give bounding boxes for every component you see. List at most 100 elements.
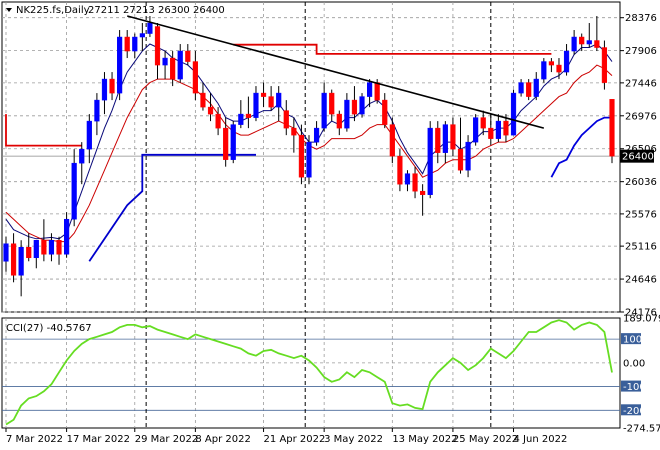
candle xyxy=(435,121,441,164)
candle xyxy=(495,114,501,143)
candle xyxy=(533,72,539,101)
candle xyxy=(541,58,547,83)
candle-body xyxy=(162,57,168,66)
y-tick-label: 25576 xyxy=(625,209,657,220)
candle xyxy=(41,219,47,262)
candle xyxy=(162,51,168,80)
candle xyxy=(253,86,259,122)
candle xyxy=(473,114,479,146)
y-tick-label: 28376 xyxy=(625,13,657,24)
candle-body xyxy=(541,61,547,80)
candle-body xyxy=(510,92,517,136)
candle-body xyxy=(223,127,229,160)
candle-body xyxy=(41,239,47,255)
candle-body xyxy=(579,36,585,45)
candle-body xyxy=(563,50,570,73)
candle xyxy=(71,149,77,227)
candle-body xyxy=(571,36,577,52)
candle-body xyxy=(306,141,312,178)
candle-body xyxy=(420,190,426,195)
resistance-step-line xyxy=(5,114,82,147)
candle-body xyxy=(117,36,123,94)
candle-body xyxy=(268,96,274,108)
candle-body xyxy=(313,127,320,143)
candle xyxy=(245,96,251,129)
candle xyxy=(33,239,39,269)
candle xyxy=(283,100,289,136)
x-tick-label: 25 May 2022 xyxy=(453,434,518,445)
candle-body xyxy=(185,50,191,62)
candle-body xyxy=(548,61,554,66)
trendline[interactable] xyxy=(126,15,545,129)
candle-body xyxy=(3,243,9,262)
candlesticks xyxy=(3,16,615,297)
candle-body xyxy=(230,124,236,160)
candle-body xyxy=(473,117,479,143)
candle xyxy=(571,30,577,55)
x-tick-label: 8 Apr 2022 xyxy=(195,434,250,445)
candle xyxy=(86,114,92,164)
cci-y-tick-label: 0.00 xyxy=(623,358,645,369)
candle xyxy=(367,79,373,108)
candle xyxy=(230,121,236,164)
candle xyxy=(412,166,418,199)
candle xyxy=(563,44,570,76)
x-tick-label: 29 Mar 2022 xyxy=(135,434,198,445)
candle xyxy=(397,149,403,192)
candle-body xyxy=(526,82,532,97)
candle xyxy=(192,51,198,101)
candle-body xyxy=(351,99,358,115)
candle xyxy=(457,117,464,174)
y-tick-label: 26036 xyxy=(625,177,657,188)
x-tick-label: 13 May 2022 xyxy=(392,434,457,445)
candle-body xyxy=(480,117,486,129)
candle-body xyxy=(147,22,153,34)
candle xyxy=(3,236,9,272)
candle xyxy=(64,212,70,258)
candle xyxy=(215,107,221,136)
y-tick-label: 27446 xyxy=(625,78,657,89)
candle xyxy=(548,58,554,73)
candle-body xyxy=(412,173,418,192)
cci-y-tick-label: -274.573 xyxy=(623,424,660,435)
candle xyxy=(291,117,297,153)
x-tick-label: 17 Mar 2022 xyxy=(67,434,130,445)
candle xyxy=(79,142,85,185)
candle-body xyxy=(192,61,198,94)
candle xyxy=(238,100,244,129)
resistance-step-line xyxy=(233,43,552,55)
candle xyxy=(313,121,320,146)
candle xyxy=(48,233,55,262)
x-tick-label: 21 Apr 2022 xyxy=(264,434,326,445)
last-price-tag: 26400 xyxy=(622,152,654,163)
chart-symbol: NK225.fs,Daily xyxy=(16,5,90,16)
candle xyxy=(465,135,471,178)
candle-body xyxy=(503,120,509,136)
candle-body xyxy=(359,96,365,115)
candle xyxy=(147,16,153,38)
candle-body xyxy=(109,78,115,94)
cci-tick-box xyxy=(621,404,641,416)
ohlc-values: 27211 27213 26300 26400 xyxy=(88,5,225,16)
candle xyxy=(306,135,312,185)
candle-body xyxy=(260,92,267,97)
cci-line-group xyxy=(5,319,613,426)
candle xyxy=(109,72,115,101)
candle-body xyxy=(389,124,395,157)
candle-body xyxy=(276,92,282,108)
candle xyxy=(154,23,161,80)
collapse-triangle-icon[interactable] xyxy=(6,8,12,12)
candle xyxy=(404,170,411,192)
candle-body xyxy=(10,243,17,276)
candle-body xyxy=(609,99,615,157)
candle xyxy=(207,93,214,122)
candle-body xyxy=(329,92,335,115)
candle-body xyxy=(253,92,259,118)
candle-body xyxy=(374,82,380,101)
candle-body xyxy=(367,82,373,97)
candle xyxy=(260,82,267,108)
candle-body xyxy=(465,141,471,171)
candle xyxy=(268,86,274,111)
candle xyxy=(336,110,342,136)
